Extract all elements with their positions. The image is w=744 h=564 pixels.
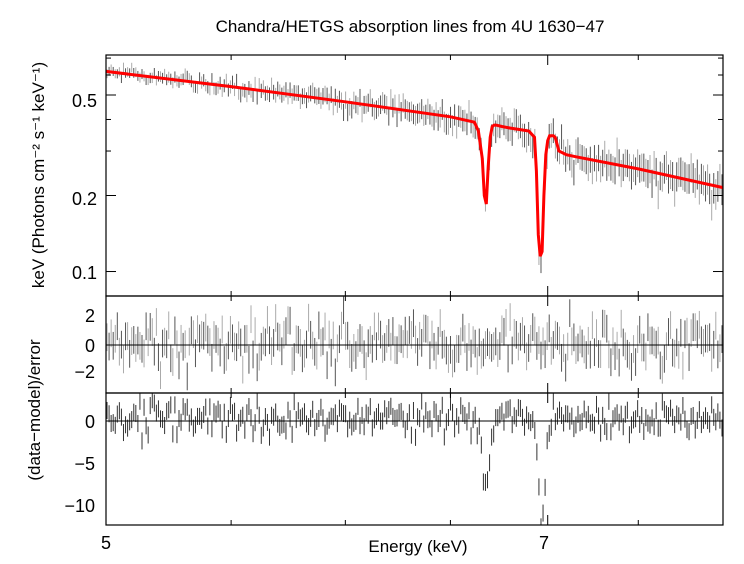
y-tick-label-minus-2: −2 xyxy=(74,362,95,382)
y-tick-label-2: 2 xyxy=(85,306,95,326)
residuals-2-data-points xyxy=(106,393,723,525)
y-tick-label-0-5: 0.5 xyxy=(72,91,97,111)
x-tick-label-5: 5 xyxy=(101,533,111,553)
spectrum-model-line xyxy=(105,69,724,257)
x-tick-label-7: 7 xyxy=(539,533,549,553)
y-tick-label-minus-10: −10 xyxy=(64,496,95,516)
y-tick-label-0-2: 0.2 xyxy=(72,189,97,209)
y-tick-label-0-mid: 0 xyxy=(85,336,95,356)
spectrum-y-axis-label: keV (Photons cm⁻² s⁻¹ keV⁻¹) xyxy=(29,62,48,288)
y-tick-label-0-low: 0 xyxy=(85,412,95,432)
spectrum-panel-frame xyxy=(105,54,724,297)
chart-title: Chandra/HETGS absorption lines from 4U 1… xyxy=(216,17,605,36)
y-tick-label-0-1: 0.1 xyxy=(72,263,97,283)
x-axis-label: Energy (keV) xyxy=(368,537,467,556)
y-tick-label-minus-5: −5 xyxy=(74,454,95,474)
spectrum-panel: 0.5 0.2 0.1 keV (Photons cm⁻² s⁻¹ keV⁻¹) xyxy=(29,54,724,297)
residuals-y-axis-label: (data−model)/error xyxy=(25,339,44,481)
residuals-panel-1: 2 0 −2 (data−model)/error xyxy=(25,295,724,481)
spectrum-y-ticks xyxy=(106,57,723,273)
x-axis-ticks xyxy=(105,55,724,525)
residuals-1-data-points xyxy=(106,296,723,391)
residuals-2-panel-frame xyxy=(105,392,724,526)
residuals-panel-2: 0 −5 −10 xyxy=(64,392,724,526)
